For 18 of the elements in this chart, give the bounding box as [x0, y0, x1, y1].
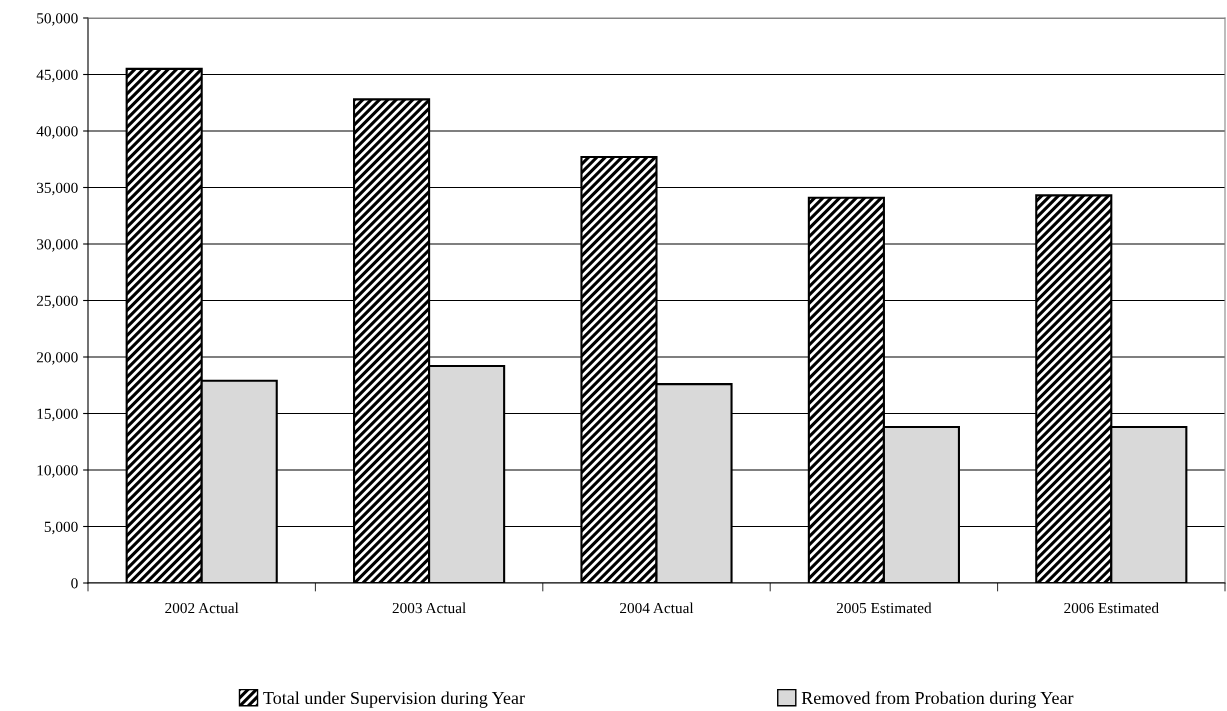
- y-tick-label: 25,000: [36, 295, 78, 309]
- x-tick-label: 2003 Actual: [392, 602, 466, 614]
- y-tick-label: 45,000: [36, 69, 78, 83]
- y-tick-label: 15,000: [37, 408, 78, 422]
- y-tick-label: 30,000: [36, 239, 78, 252]
- y-tick-label: 35,000: [36, 182, 78, 196]
- y-tick-label: 20,000: [36, 352, 78, 365]
- legend-label: Total under Supervision during Year: [263, 691, 525, 708]
- y-tick-label: 50,000: [37, 13, 78, 26]
- legend-label: Removed from Probation during Year: [801, 691, 1074, 708]
- x-tick-label: 2004 Actual: [620, 602, 694, 614]
- y-tick-label: 5,000: [44, 521, 78, 535]
- x-tick-label: 2006 Estimated: [1064, 602, 1159, 614]
- y-tick-label: 40,000: [36, 126, 78, 139]
- y-tick-label: 10,000: [37, 465, 78, 478]
- x-tick-label: 2002 Actual: [165, 602, 239, 614]
- y-tick-label: 0: [71, 578, 78, 589]
- x-tick-label: 2005 Estimated: [836, 602, 932, 614]
